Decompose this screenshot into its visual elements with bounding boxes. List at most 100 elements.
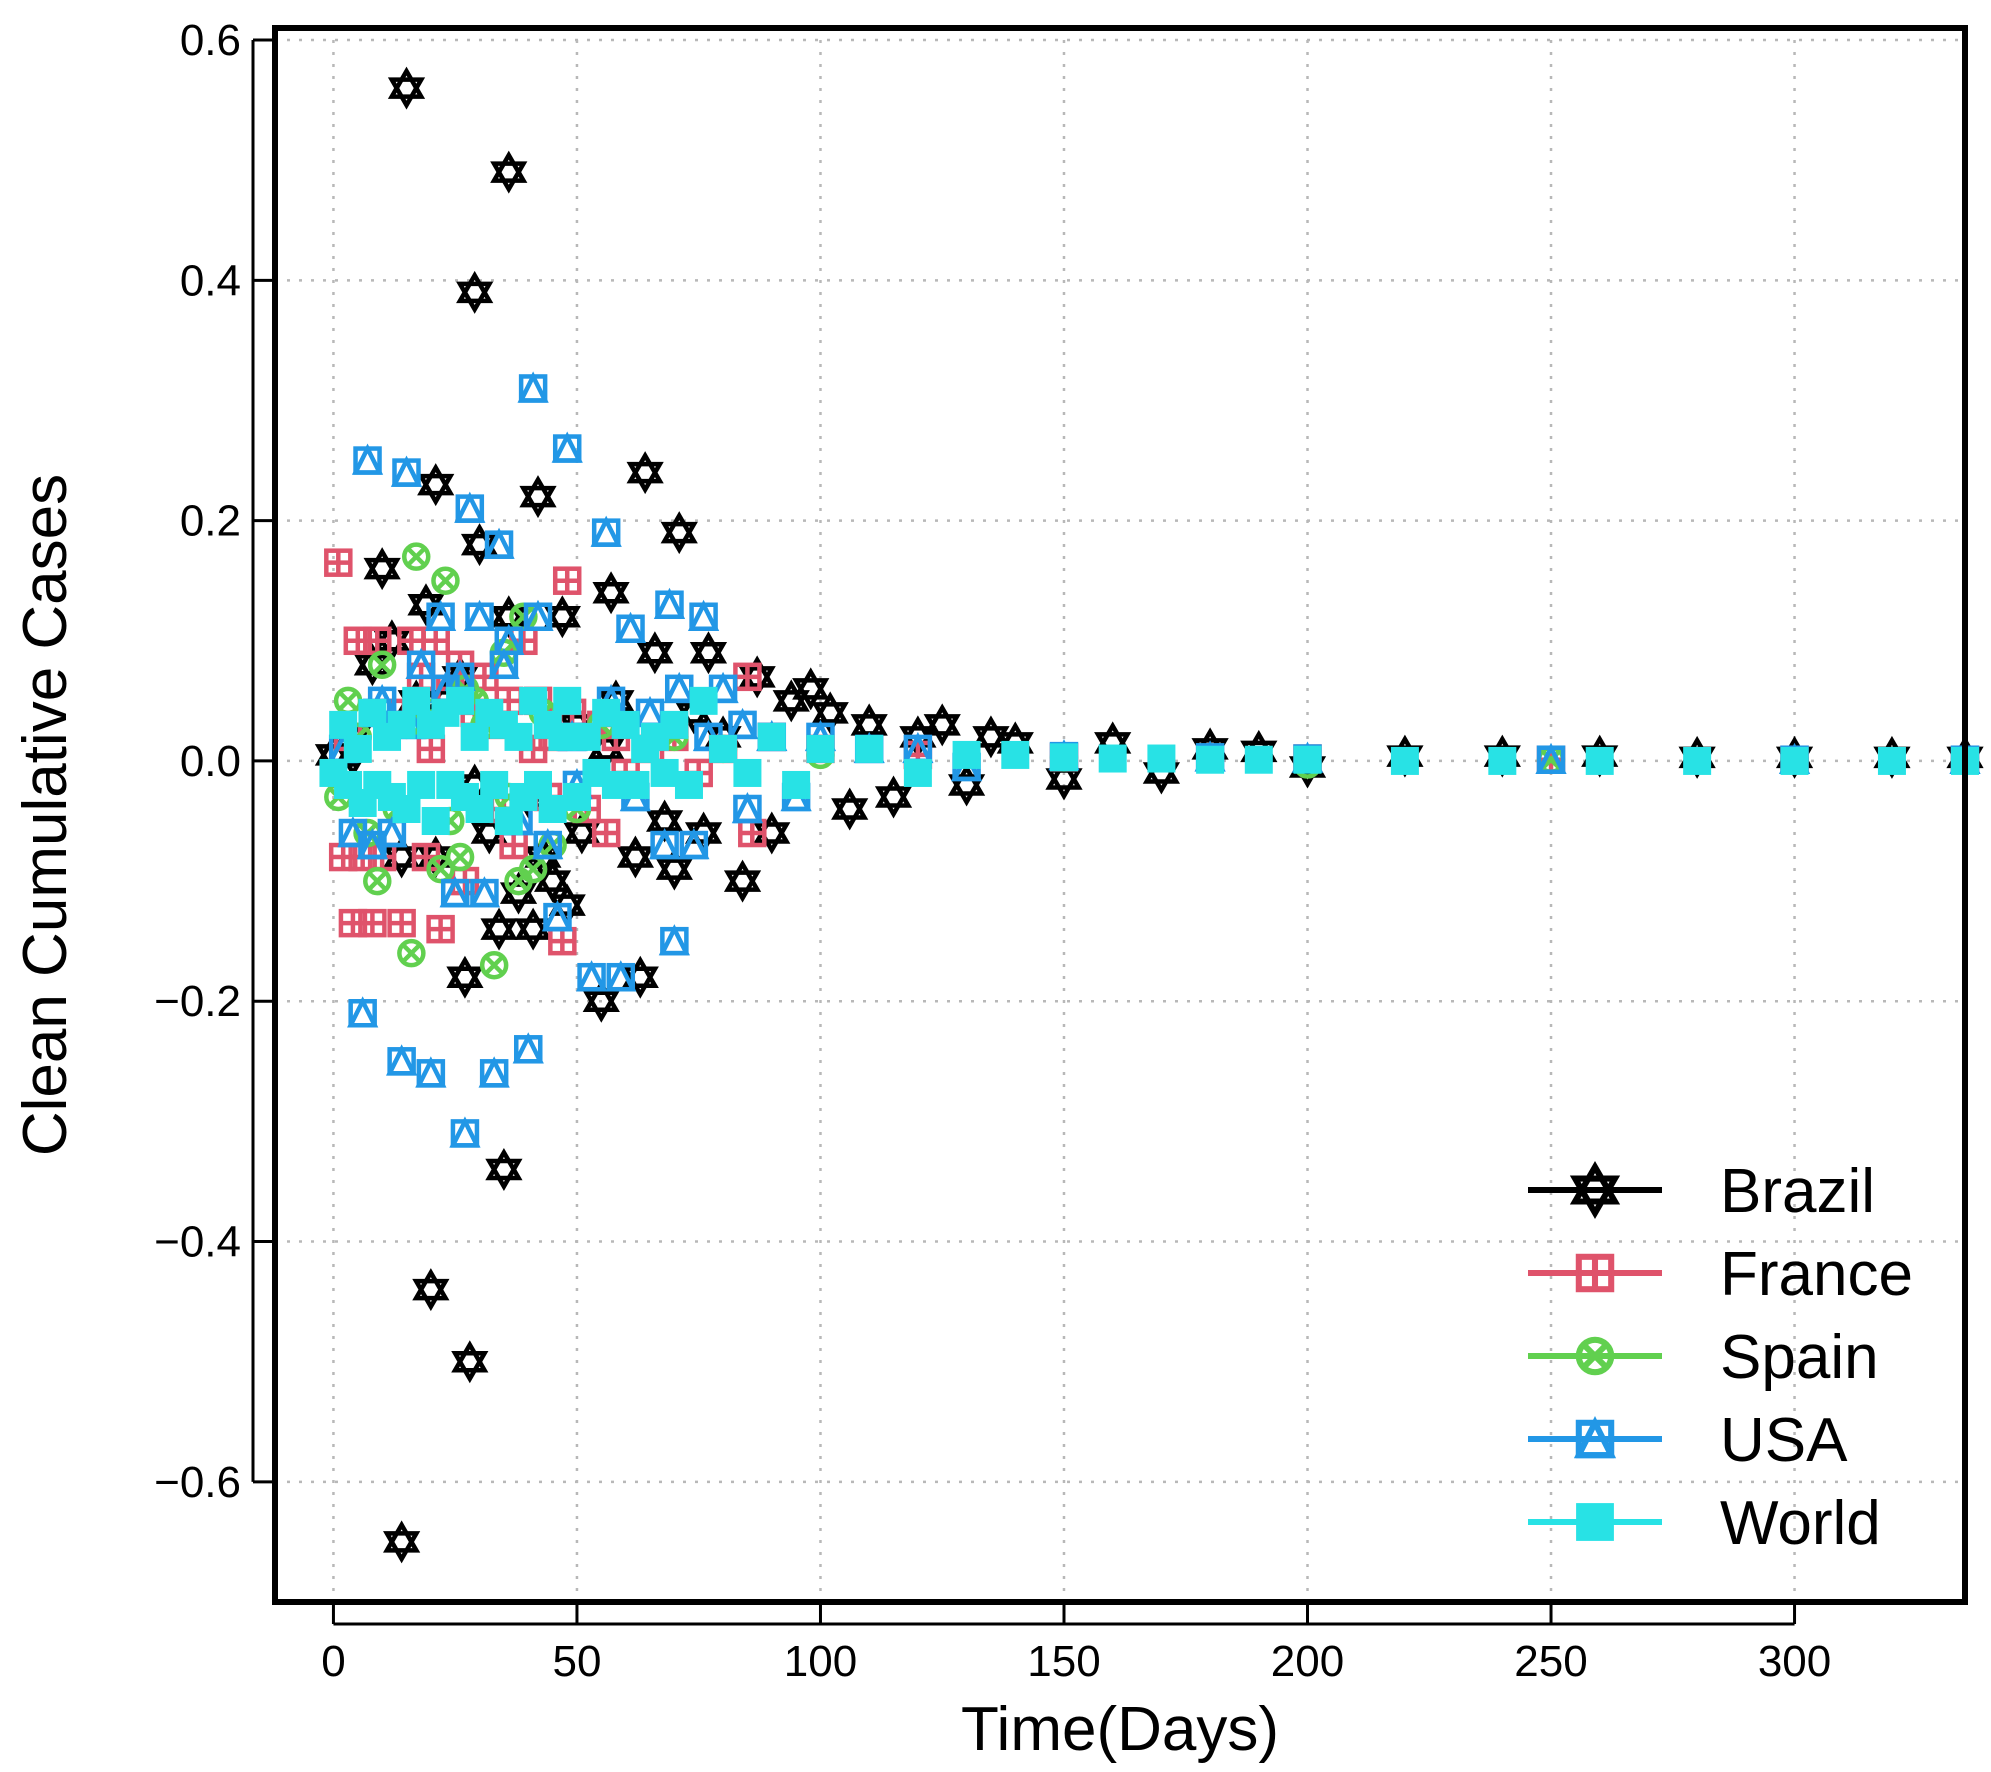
data-point — [660, 511, 698, 555]
data-point — [1683, 746, 1712, 775]
legend-label: France — [1720, 1240, 1913, 1309]
data-point — [689, 686, 718, 715]
data-point — [614, 611, 647, 644]
data-point — [648, 828, 681, 860]
legend-item-brazil: Brazil — [1528, 1157, 1875, 1226]
data-point — [650, 758, 679, 787]
data-point — [367, 650, 397, 680]
data-point — [439, 876, 471, 908]
data-point — [626, 451, 664, 495]
y-tick-label: 0.2 — [180, 497, 241, 546]
data-point — [504, 722, 533, 751]
data-point — [383, 1520, 421, 1564]
data-point — [1196, 745, 1225, 774]
data-point — [563, 811, 601, 855]
data-point — [653, 587, 686, 619]
data-point — [1780, 746, 1809, 775]
data-point — [363, 547, 401, 591]
data-point — [1390, 746, 1419, 775]
data-point — [551, 431, 583, 463]
x-tick-label: 150 — [1027, 1637, 1100, 1686]
data-point — [1585, 746, 1614, 775]
x-axis: 0 50 100 150 200 250 300 — [321, 1602, 1831, 1686]
data-point — [548, 722, 577, 751]
data-point — [1098, 744, 1127, 773]
data-point — [855, 734, 884, 763]
data-point — [407, 770, 436, 799]
legend-label: World — [1720, 1489, 1881, 1558]
data-point — [543, 595, 581, 639]
data-point — [519, 475, 557, 519]
data-point — [392, 794, 421, 823]
data-point — [532, 828, 564, 860]
data-point — [616, 835, 655, 879]
data-point — [738, 655, 776, 699]
legend-label: Spain — [1720, 1323, 1879, 1392]
data-point — [514, 907, 552, 951]
data-point — [538, 794, 567, 823]
data-point — [454, 491, 486, 523]
data-point — [541, 900, 574, 932]
data-point — [903, 758, 932, 787]
data-point — [726, 707, 759, 740]
data-point — [621, 770, 650, 799]
data-point — [590, 515, 622, 547]
data-point — [592, 571, 630, 615]
data-point — [723, 859, 762, 903]
data-point — [402, 686, 431, 715]
data-point — [324, 548, 353, 577]
data-point — [387, 908, 416, 938]
data-point — [1488, 746, 1517, 775]
data-point — [493, 623, 525, 656]
data-point — [363, 866, 392, 896]
data-point — [1049, 743, 1078, 772]
legend-item-world: World — [1528, 1489, 1881, 1558]
data-point — [494, 807, 523, 836]
data-point — [687, 599, 720, 631]
x-tick-label: 0 — [321, 1637, 345, 1686]
series-world — [319, 686, 1979, 836]
data-point — [376, 815, 408, 848]
x-tick-label: 300 — [1758, 1637, 1831, 1686]
data-point — [674, 770, 703, 799]
data-point — [678, 828, 710, 860]
data-point — [523, 770, 552, 799]
legend-item-france: France — [1528, 1240, 1913, 1309]
y-tick-label: 0.4 — [180, 256, 241, 305]
legend-marker — [1575, 1336, 1615, 1376]
data-point — [517, 371, 549, 403]
legend-label: Brazil — [1720, 1157, 1875, 1226]
y-tick-label: −0.6 — [154, 1458, 241, 1507]
data-point — [572, 722, 601, 751]
x-tick-label: 100 — [784, 1637, 857, 1686]
data-point — [658, 924, 691, 956]
data-point — [480, 907, 518, 951]
plot-frame — [272, 25, 1968, 1605]
data-point — [552, 566, 582, 595]
data-point — [460, 722, 489, 751]
data-point — [490, 150, 528, 194]
legend-marker — [1576, 1503, 1614, 1541]
data-point — [519, 686, 548, 715]
data-point — [397, 938, 426, 968]
legend-marker — [1575, 1253, 1615, 1293]
data-point — [831, 787, 869, 831]
data-point — [456, 270, 494, 314]
data-point — [463, 599, 496, 631]
data-point — [401, 542, 431, 571]
data-point — [562, 782, 591, 811]
data-point — [417, 463, 455, 507]
legend: Brazil France Spain USA World — [1528, 1157, 1913, 1558]
data-point — [757, 722, 786, 751]
data-point — [480, 770, 509, 799]
data-point — [387, 710, 416, 739]
data-point — [446, 955, 484, 999]
y-tick-label: −0.4 — [154, 1218, 241, 1267]
data-point — [424, 599, 457, 631]
data-point — [390, 455, 423, 487]
data-point — [1147, 744, 1176, 773]
legend-label: USA — [1720, 1406, 1848, 1475]
data-point — [575, 960, 608, 992]
data-point — [358, 698, 387, 727]
